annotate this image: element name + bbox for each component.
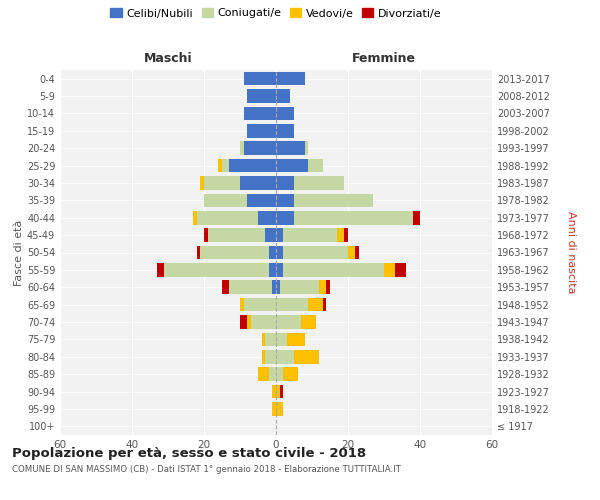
Bar (308, 159, 323, 172)
Bar (229, 280, 272, 294)
Bar (319, 280, 326, 294)
Bar (323, 298, 326, 312)
Bar (276, 211, 294, 224)
Legend: Celibi/Nubili, Coniugati/e, Vedovi/e, Divorziati/e: Celibi/Nubili, Coniugati/e, Vedovi/e, Di… (110, 8, 442, 18)
Bar (276, 332, 287, 346)
Bar (222, 159, 229, 172)
Bar (413, 211, 420, 224)
Bar (287, 332, 305, 346)
Bar (258, 211, 276, 224)
Bar (276, 159, 308, 172)
Bar (197, 246, 200, 260)
Bar (262, 332, 265, 346)
Bar (283, 263, 384, 276)
Bar (276, 228, 283, 242)
Bar (283, 368, 298, 381)
Bar (276, 298, 308, 312)
Bar (276, 90, 290, 103)
Bar (276, 176, 294, 190)
Bar (276, 385, 280, 398)
Bar (337, 228, 344, 242)
Bar (229, 159, 276, 172)
Bar (200, 246, 269, 260)
Text: Maschi: Maschi (143, 52, 193, 65)
Bar (308, 298, 323, 312)
Bar (244, 106, 276, 120)
Bar (258, 368, 269, 381)
Bar (222, 280, 229, 294)
Bar (204, 176, 240, 190)
Bar (251, 315, 276, 329)
Bar (294, 350, 319, 364)
Bar (276, 142, 305, 155)
Bar (269, 368, 276, 381)
Bar (344, 228, 348, 242)
Bar (276, 246, 283, 260)
Bar (240, 142, 244, 155)
Bar (276, 72, 305, 86)
Bar (305, 142, 308, 155)
Bar (265, 332, 276, 346)
Bar (276, 106, 294, 120)
Bar (395, 263, 406, 276)
Bar (283, 228, 337, 242)
Bar (276, 194, 294, 207)
Bar (384, 263, 395, 276)
Bar (244, 298, 276, 312)
Bar (218, 159, 222, 172)
Bar (157, 263, 164, 276)
Bar (276, 263, 283, 276)
Bar (247, 90, 276, 103)
Bar (204, 228, 208, 242)
Text: Popolazione per età, sesso e stato civile - 2018: Popolazione per età, sesso e stato civil… (12, 448, 366, 460)
Bar (193, 211, 197, 224)
Bar (272, 402, 276, 415)
Bar (326, 280, 330, 294)
Bar (276, 402, 283, 415)
Bar (244, 72, 276, 86)
Bar (348, 246, 355, 260)
Bar (272, 280, 276, 294)
Bar (276, 368, 283, 381)
Bar (204, 194, 247, 207)
Bar (276, 124, 294, 138)
Text: COMUNE DI SAN MASSIMO (CB) - Dati ISTAT 1° gennaio 2018 - Elaborazione TUTTITALI: COMUNE DI SAN MASSIMO (CB) - Dati ISTAT … (12, 466, 401, 474)
Bar (294, 176, 344, 190)
Bar (280, 280, 319, 294)
Bar (262, 350, 265, 364)
Bar (355, 246, 359, 260)
Bar (247, 194, 276, 207)
Y-axis label: Fasce di età: Fasce di età (14, 220, 24, 286)
Bar (269, 263, 276, 276)
Bar (276, 350, 294, 364)
Bar (244, 142, 276, 155)
Bar (240, 315, 247, 329)
Bar (240, 176, 276, 190)
Y-axis label: Anni di nascita: Anni di nascita (566, 211, 577, 294)
Bar (200, 176, 204, 190)
Bar (208, 228, 265, 242)
Bar (294, 194, 373, 207)
Bar (197, 211, 258, 224)
Bar (301, 315, 316, 329)
Bar (247, 315, 251, 329)
Bar (280, 385, 283, 398)
Bar (276, 280, 280, 294)
Bar (272, 385, 276, 398)
Bar (265, 228, 276, 242)
Bar (164, 263, 269, 276)
Bar (294, 211, 413, 224)
Bar (240, 298, 244, 312)
Text: Femmine: Femmine (352, 52, 416, 65)
Bar (276, 315, 301, 329)
Bar (283, 246, 348, 260)
Bar (265, 350, 276, 364)
Bar (247, 124, 276, 138)
Bar (269, 246, 276, 260)
